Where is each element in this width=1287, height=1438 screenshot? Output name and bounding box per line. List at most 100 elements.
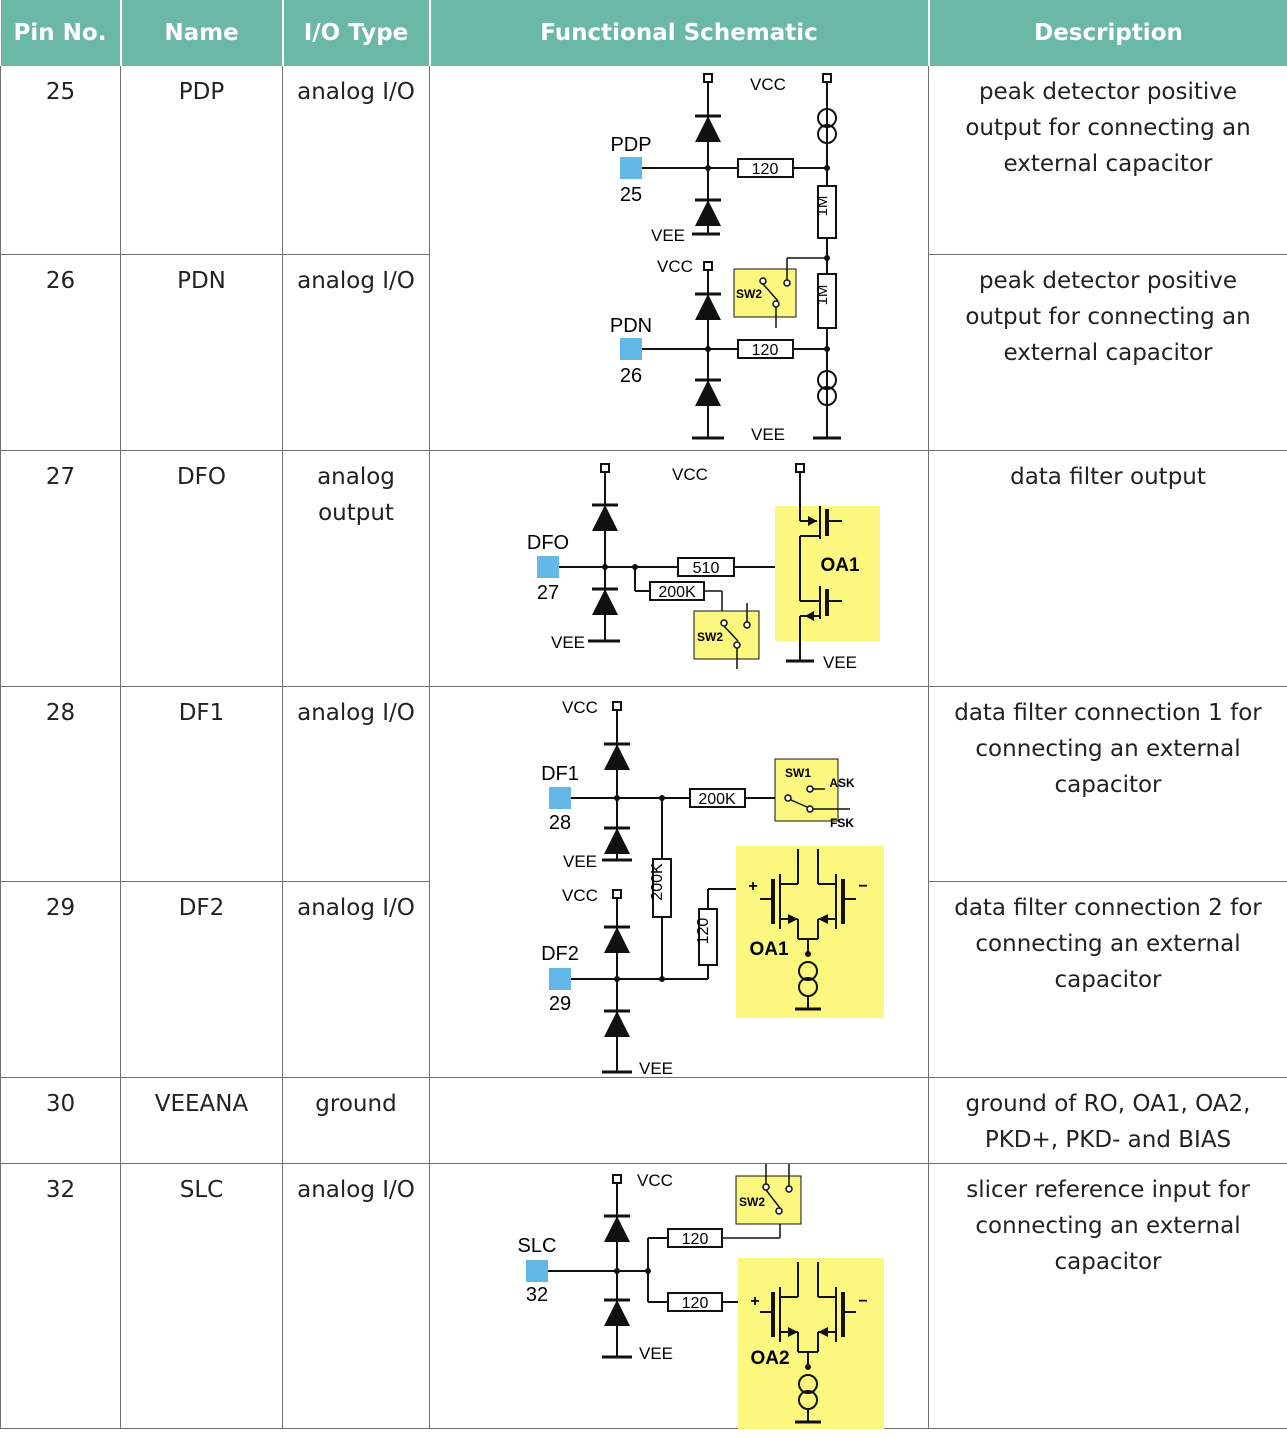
svg-text:120: 120 — [752, 342, 779, 359]
data-filter-output-schematic: VCC VEE DFO 27 510 — [527, 462, 880, 672]
pin-number: 26 — [0, 254, 121, 451]
svg-text:120: 120 — [682, 1231, 709, 1248]
svg-text:29: 29 — [549, 993, 571, 1015]
svg-text:−: − — [858, 1293, 867, 1310]
pdn-pin-box — [620, 338, 642, 360]
svg-text:VEE: VEE — [823, 653, 857, 672]
svg-text:OA1: OA1 — [749, 939, 789, 960]
svg-text:120: 120 — [752, 161, 779, 178]
slicer-schematic: VCC VEE SLC 32 120 — [518, 1163, 884, 1429]
description: peak detector positive output for connec… — [928, 254, 1287, 451]
svg-text:1M: 1M — [814, 196, 831, 217]
svg-text:510: 510 — [693, 560, 720, 577]
df1-pin-box — [549, 786, 571, 809]
oa1-highlight — [736, 845, 884, 1018]
pin-name: PDP — [120, 66, 283, 255]
svg-text:SW2: SW2 — [736, 287, 762, 301]
pin-number: 27 — [0, 450, 121, 687]
svg-text:VCC: VCC — [672, 465, 708, 484]
svg-text:VEE: VEE — [639, 1344, 673, 1363]
svg-text:PDP: PDP — [610, 134, 651, 156]
pin-name: DFO — [120, 450, 283, 687]
pin-number: 30 — [0, 1077, 121, 1164]
table-row: 27 DFO analog output VCC VEE DFO 27 — [0, 450, 1287, 687]
svg-text:120: 120 — [682, 1295, 709, 1312]
svg-text:200K: 200K — [649, 862, 666, 900]
svg-text:PDN: PDN — [610, 315, 652, 337]
svg-text:DFO: DFO — [527, 532, 569, 554]
pin-number: 28 — [0, 686, 121, 882]
svg-text:VCC: VCC — [657, 257, 693, 276]
svg-text:VEE: VEE — [751, 425, 785, 444]
svg-text:VCC: VCC — [637, 1171, 673, 1190]
svg-text:1M: 1M — [814, 285, 831, 306]
header-description: Description — [928, 0, 1287, 66]
schematic-pd: VCC VEE PDP 25 120 — [429, 66, 929, 451]
svg-text:VEE: VEE — [651, 226, 685, 245]
description: slicer reference input for connecting an… — [928, 1163, 1287, 1429]
schematic-df: VCC VEE DF1 28 200K SW1 ASK — [429, 686, 929, 1078]
svg-text:200K: 200K — [658, 584, 696, 601]
dfo-pin-box — [537, 555, 559, 578]
pin-name: PDN — [120, 254, 283, 451]
description: data filter output — [928, 450, 1287, 687]
header-schematic: Functional Schematic — [429, 0, 930, 66]
svg-text:SW1: SW1 — [785, 766, 811, 780]
table-row: 32 SLC analog I/O VCC VEE SLC 32 — [0, 1163, 1287, 1429]
pin-name: SLC — [120, 1163, 283, 1429]
pin-number: 29 — [0, 881, 121, 1078]
header-pin: Pin No. — [0, 0, 122, 66]
svg-text:25: 25 — [620, 184, 642, 206]
svg-text:+: + — [748, 878, 757, 895]
svg-text:OA2: OA2 — [750, 1348, 789, 1369]
schematic-dfo: VCC VEE DFO 27 510 — [429, 450, 929, 687]
pin-name: DF2 — [120, 881, 283, 1078]
pin-name: DF1 — [120, 686, 283, 882]
peak-detector-schematic: VCC VEE PDP 25 120 — [610, 73, 841, 444]
description: ground of RO, OA1, OA2, PKD+, PKD- and B… — [928, 1077, 1287, 1164]
description: data filter connection 1 for connecting … — [928, 686, 1287, 882]
svg-text:ASK: ASK — [829, 776, 855, 790]
header-row: Pin No. Name I/O Type Functional Schemat… — [0, 0, 1287, 66]
table-row: 29 DF2 analog I/O data filter connection… — [0, 881, 1287, 1078]
svg-text:VCC: VCC — [750, 75, 786, 94]
svg-text:DF2: DF2 — [541, 943, 579, 965]
io-type: analog I/O — [282, 881, 430, 1078]
svg-text:32: 32 — [526, 1284, 548, 1306]
svg-text:28: 28 — [549, 812, 571, 834]
description: peak detector positive output for connec… — [928, 66, 1287, 255]
io-type: analog I/O — [282, 686, 430, 882]
pdp-pin-box — [620, 157, 642, 179]
io-type: analog output — [282, 450, 430, 687]
pin-name: VEEANA — [120, 1077, 283, 1164]
slc-pin-box — [526, 1259, 548, 1282]
svg-text:120: 120 — [695, 917, 712, 944]
svg-text:VEE: VEE — [551, 633, 585, 652]
pin-number: 25 — [0, 66, 121, 255]
io-type: ground — [282, 1077, 430, 1164]
table-row: 30 VEEANA ground ground of RO, OA1, OA2,… — [0, 1077, 1287, 1164]
pin-number: 32 — [0, 1163, 121, 1429]
io-type: analog I/O — [282, 254, 430, 451]
data-filter-schematic: VCC VEE DF1 28 200K SW1 ASK — [541, 698, 884, 1078]
table-row: 28 DF1 analog I/O VCC VEE DF1 28 — [0, 686, 1287, 1078]
io-type: analog I/O — [282, 66, 430, 255]
schematic-empty — [429, 1077, 929, 1164]
svg-text:OA1: OA1 — [820, 555, 860, 576]
svg-text:VEE: VEE — [563, 852, 597, 871]
svg-text:VCC: VCC — [562, 698, 598, 717]
svg-text:−: − — [858, 878, 867, 895]
header-io-type: I/O Type — [282, 0, 431, 66]
svg-text:VCC: VCC — [562, 886, 598, 905]
svg-text:SW2: SW2 — [739, 1195, 765, 1209]
header-name: Name — [120, 0, 284, 66]
table-row: 25 PDP analog I/O VCC VEE PDP 25 — [0, 66, 1287, 451]
svg-text:SLC: SLC — [518, 1235, 557, 1257]
svg-text:SW2: SW2 — [697, 630, 723, 644]
svg-text:DF1: DF1 — [541, 763, 579, 785]
oa2-highlight — [738, 1257, 884, 1429]
table-row: 26 PDN analog I/O peak detector positive… — [0, 254, 1287, 451]
schematic-slc: VCC VEE SLC 32 120 — [429, 1163, 929, 1429]
svg-text:200K: 200K — [698, 791, 736, 808]
